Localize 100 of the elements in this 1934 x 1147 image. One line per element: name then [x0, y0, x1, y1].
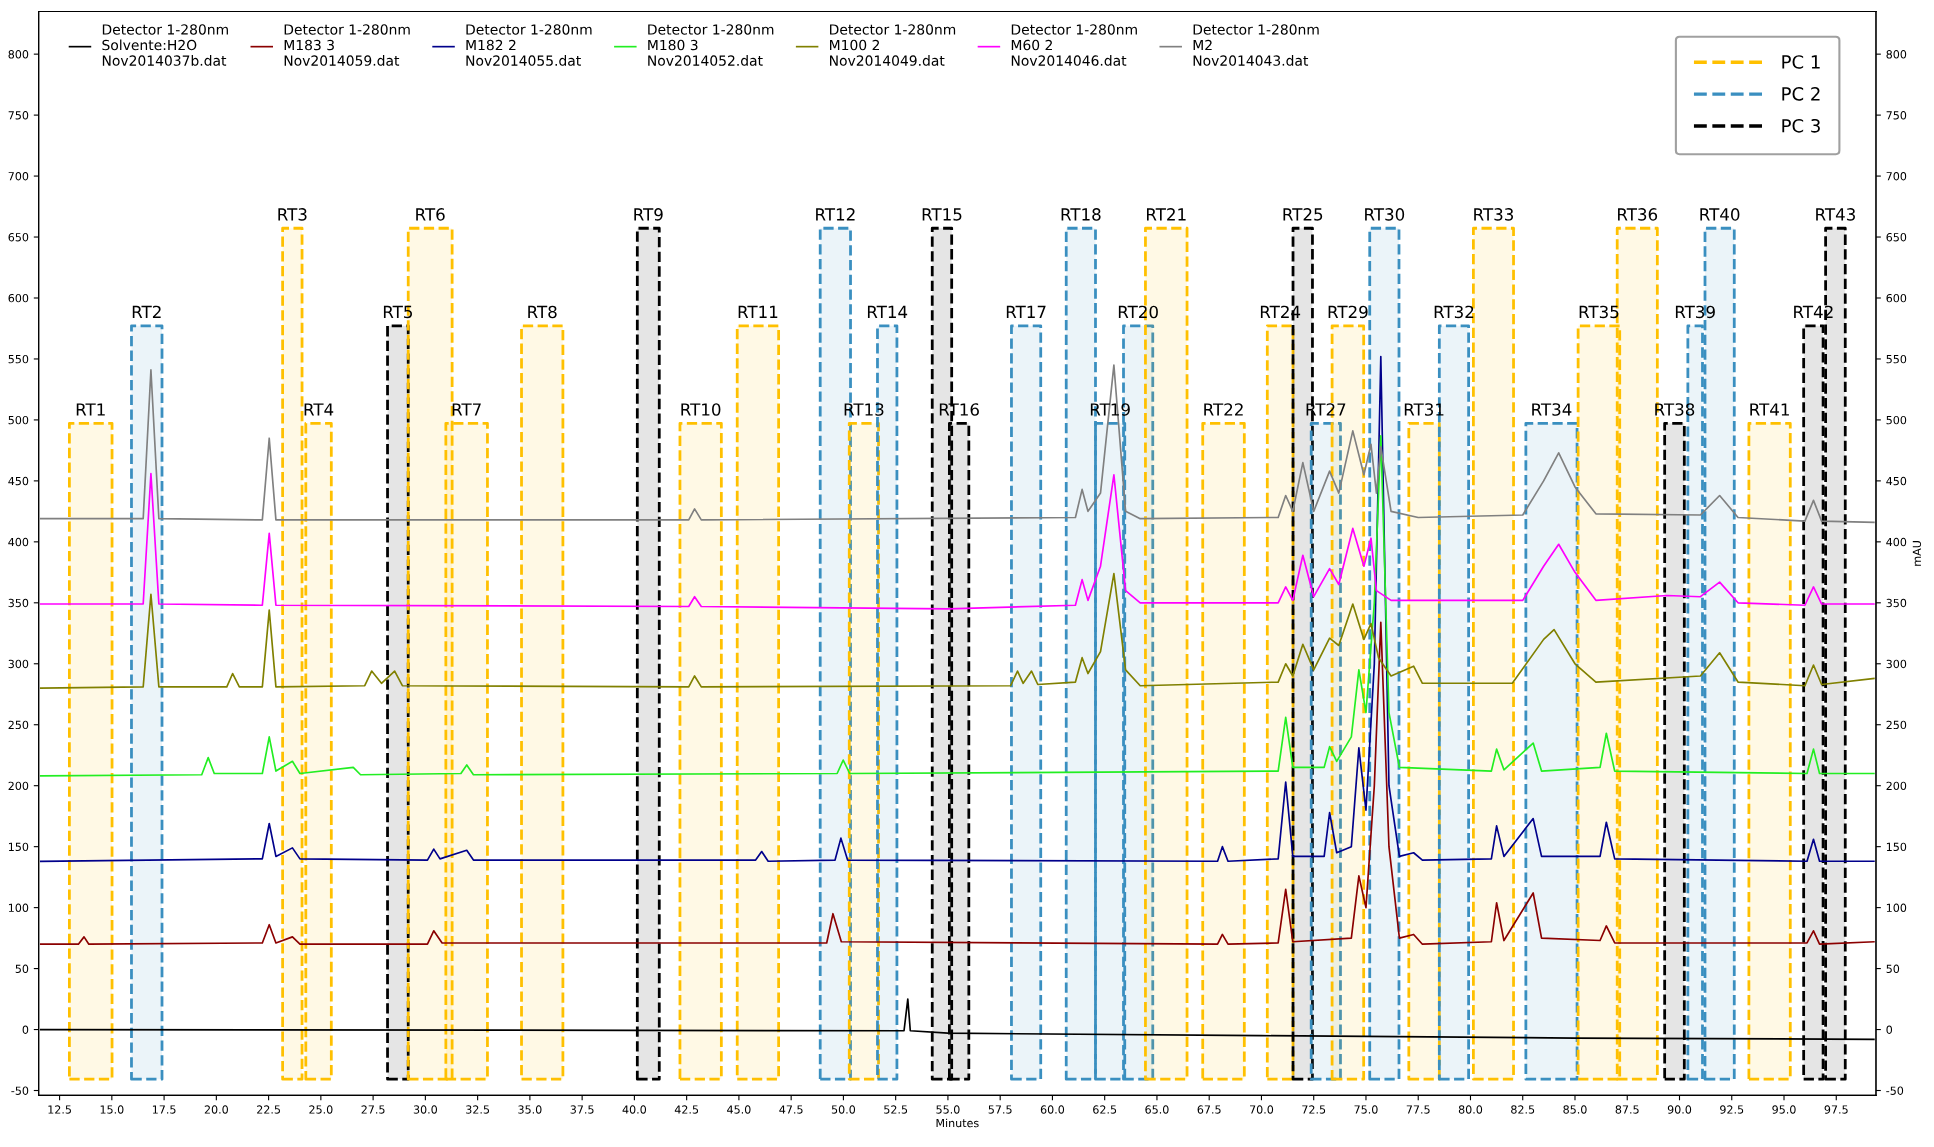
y2-tick-label: 450: [1886, 476, 1907, 486]
band-label: RT20: [1118, 305, 1158, 319]
x-tick-label: 37.5: [570, 1105, 594, 1114]
band-label: RT32: [1434, 305, 1474, 319]
y2-tick-label: 400: [1886, 537, 1907, 547]
line-series: [39, 572, 1875, 689]
x-tick-label: 17.5: [152, 1105, 176, 1114]
x-tick-label: 80.0: [1458, 1105, 1483, 1114]
band-label: RT43: [1816, 208, 1855, 221]
legend-label: Detector 1-280nm M2 Nov2014043.dat: [1193, 24, 1319, 66]
y-tick-label: 500: [8, 415, 29, 425]
line-series: [39, 621, 1875, 946]
y-tick-label: 550: [8, 354, 29, 364]
x-tick-label: 12.5: [48, 1105, 71, 1114]
line-series: [39, 355, 1875, 863]
x-tick-label: 20.0: [204, 1105, 228, 1114]
x-tick-label: 30.0: [413, 1105, 437, 1114]
y-tick-label: 0: [22, 1025, 29, 1034]
band-label: RT12: [816, 208, 855, 221]
x-tick-label: 77.5: [1406, 1105, 1430, 1114]
x-tick-label: 70.0: [1250, 1105, 1274, 1114]
band-label: RT42: [1794, 305, 1833, 318]
annotation: PC 2: [1782, 87, 1820, 101]
band-label: RT21: [1147, 208, 1186, 221]
band-label: RT31: [1404, 403, 1444, 416]
x-tick-label: 40.0: [622, 1105, 647, 1114]
y-tick-label: 300: [8, 659, 29, 669]
band-label: RT11: [738, 305, 778, 318]
y2-tick-label: 650: [1886, 233, 1907, 242]
y-tick-label: 50: [15, 964, 29, 973]
y2-tick-label: 500: [1886, 415, 1907, 425]
band-label: RT33: [1474, 208, 1514, 221]
y2-tick-label: 250: [1886, 720, 1907, 730]
x-tick-label: 85.0: [1563, 1105, 1587, 1114]
y-tick-label: 650: [8, 233, 29, 242]
band-label: RT27: [1306, 403, 1346, 416]
y2-tick-label: 100: [1886, 903, 1907, 912]
x-tick-label: 97.5: [1824, 1105, 1848, 1114]
y-tick-label: 150: [8, 842, 29, 852]
band-label: RT24: [1260, 305, 1301, 318]
y-tick-label: 200: [8, 781, 29, 791]
band-label: RT29: [1328, 305, 1368, 319]
band-label: RT15: [922, 208, 962, 221]
y2-tick-label: 550: [1886, 354, 1907, 364]
band-label: RT36: [1618, 208, 1658, 221]
band-label: RT9: [634, 208, 663, 221]
x-tick-label: 45.0: [727, 1105, 751, 1114]
x-tick-label: 72.5: [1302, 1105, 1326, 1114]
band-label: RT8: [528, 305, 557, 319]
y2-tick-label: -50: [1886, 1086, 1904, 1095]
y2-tick-label: 50: [1886, 964, 1900, 973]
band-label: RT40: [1700, 208, 1740, 221]
y2-tick-label: 200: [1886, 781, 1907, 791]
band-label: RT18: [1061, 208, 1101, 221]
y-tick-label: 800: [8, 50, 29, 59]
line-series: [39, 364, 1875, 524]
y2-tick-label: 600: [1886, 293, 1907, 303]
annotation: PC 3: [1782, 118, 1820, 133]
x-tick-label: 42.5: [674, 1105, 699, 1114]
y-tick-label: -50: [11, 1086, 29, 1095]
x-tick-label: 90.0: [1667, 1105, 1692, 1114]
y-tick-label: 700: [8, 172, 29, 181]
band-label: RT2: [132, 305, 161, 318]
band-label: RT30: [1365, 208, 1405, 221]
legend-label: Detector 1-280nm M180 3 Nov2014052.dat: [648, 24, 774, 66]
band-label: RT17: [1006, 305, 1046, 318]
legend-label: Detector 1-280nm M183 3 Nov2014059.dat: [284, 24, 410, 66]
band-label: RT16: [939, 403, 979, 416]
band-label: RT10: [681, 403, 721, 416]
y2-tick-label: 350: [1886, 598, 1907, 608]
x-tick-label: 47.5: [779, 1105, 803, 1114]
annotation: PC 1: [1782, 55, 1820, 69]
y-tick-label: 600: [8, 293, 29, 303]
band-label: RT6: [416, 208, 445, 221]
x-tick-label: 95.0: [1772, 1105, 1796, 1114]
line-series: [39, 434, 1875, 777]
y2-tick-label: 800: [1886, 50, 1907, 59]
x-tick-label: 32.5: [466, 1105, 490, 1114]
y2-axis-title: mAU: [1912, 541, 1922, 566]
y2-tick-label: 150: [1886, 842, 1907, 852]
x-tick-label: 25.0: [309, 1105, 333, 1114]
y-tick-label: 450: [8, 476, 29, 486]
y-tick-label: 750: [8, 111, 29, 120]
band-label: RT25: [1283, 208, 1323, 221]
band-label: RT22: [1204, 403, 1243, 416]
y2-tick-label: 300: [1886, 659, 1907, 669]
legend-label: Detector 1-280nm M60 2 Nov2014046.dat: [1011, 24, 1137, 66]
y2-tick-label: 700: [1886, 172, 1907, 181]
y-tick-label: 100: [8, 903, 29, 912]
line-series: [39, 472, 1875, 610]
x-tick-label: 15.0: [100, 1105, 124, 1114]
band-label: RT1: [76, 403, 105, 416]
band-label: RT39: [1675, 305, 1715, 319]
band-label: RT35: [1579, 305, 1619, 319]
band-label: RT4: [304, 403, 334, 416]
y-tick-label: 400: [8, 537, 29, 547]
y2-tick-label: 0: [1886, 1025, 1893, 1034]
x-tick-label: 92.5: [1720, 1105, 1744, 1114]
band-label: RT3: [278, 208, 307, 221]
band-label: RT14: [867, 305, 908, 318]
